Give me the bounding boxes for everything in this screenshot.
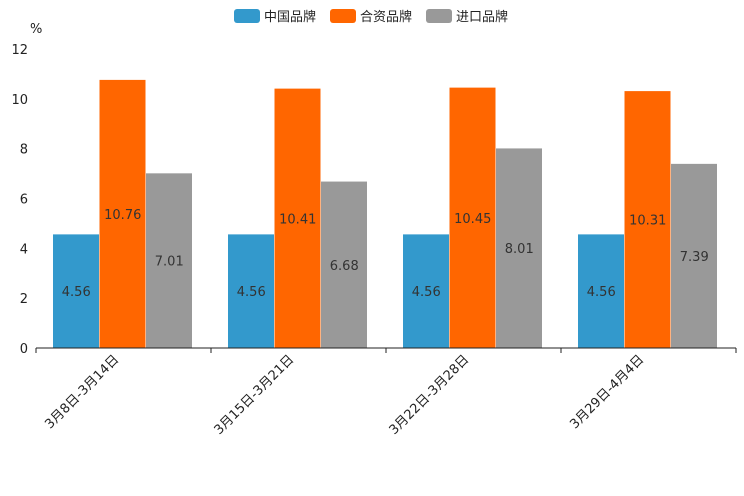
bar [228,234,274,348]
legend-label: 进口品牌 [456,9,508,25]
bar [53,234,99,348]
x-tick-label: 3月8日-3月14日 [42,352,122,432]
bar [578,234,624,348]
bar-value-label: 4.56 [587,285,616,300]
bar [99,79,146,348]
legend-label: 中国品牌 [264,9,316,25]
bar-value-label: 10.76 [104,208,141,223]
x-tick-label: 3月29日-4月4日 [567,352,647,432]
bar-value-label: 7.39 [680,250,709,265]
y-tick-label: 8 [20,143,28,158]
bar-value-label: 4.56 [412,285,441,300]
y-axis-unit-label: % [30,22,42,37]
x-tick-label: 3月22日-3月28日 [387,352,473,438]
bar [274,88,321,349]
bar-value-label: 6.68 [330,259,359,274]
legend: 中国品牌 合资品牌 进口品牌 [234,9,508,25]
y-tick-label: 10 [11,93,28,108]
y-tick-label: 12 [11,43,28,58]
bar-value-label: 8.01 [505,242,534,257]
legend-swatch [330,9,356,23]
bar [321,181,367,348]
y-tick-label: 2 [20,292,28,307]
bar-value-label: 10.41 [279,212,316,227]
y-tick-label: 0 [20,342,28,357]
bar-value-label: 4.56 [62,285,91,300]
legend-label: 合资品牌 [360,9,412,25]
bar-value-label: 10.45 [454,212,491,227]
bar [403,234,449,348]
bar-value-label: 4.56 [237,285,266,300]
y-tick-label: 6 [20,193,28,208]
bar [146,173,192,348]
bar [624,91,671,349]
bar [496,148,542,348]
bars: 4.56 10.76 7.01 4.56 10.41 6.68 4.56 10.45 8.01 4… [53,79,717,349]
legend-swatch [426,9,452,23]
legend-swatch [234,9,260,23]
y-axis: 0 2 4 6 8 10 12 [11,43,28,357]
bar [449,87,496,348]
bar-value-label: 10.31 [629,214,666,229]
x-axis: 3月8日-3月14日 3月15日-3月21日 3月22日-3月28日 3月29日-4月… [35,347,737,438]
x-tick-label: 3月15日-3月21日 [212,352,298,438]
bar [671,163,717,348]
y-tick-label: 4 [20,242,28,257]
bar-value-label: 7.01 [155,255,184,270]
